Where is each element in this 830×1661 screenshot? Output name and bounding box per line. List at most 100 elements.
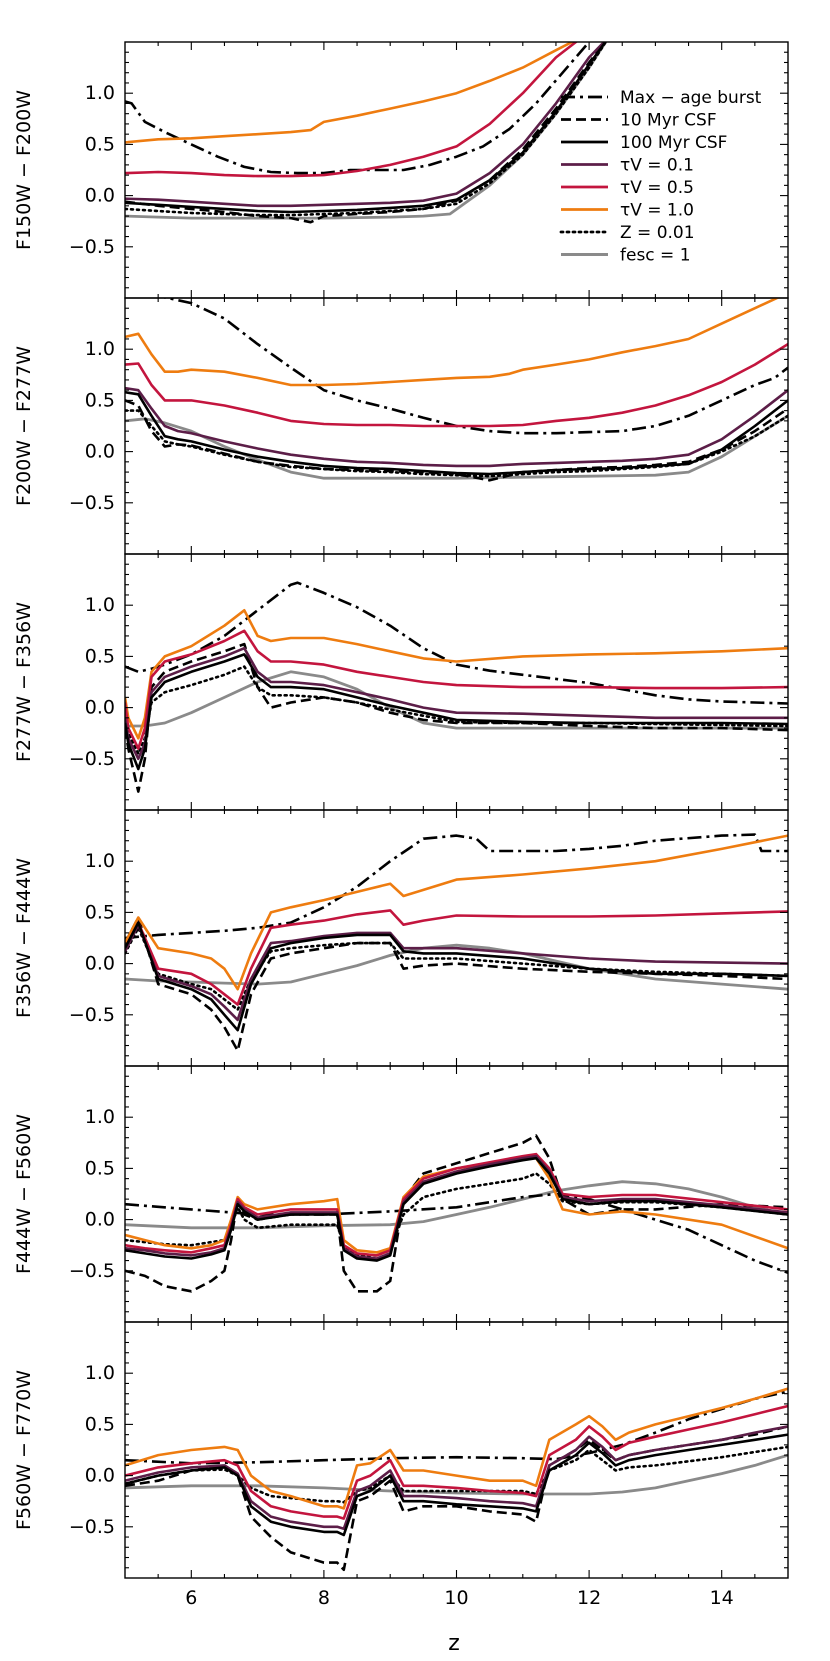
line-burst-panel-6 <box>125 1390 788 1465</box>
y-tick-label: 1.0 <box>85 850 115 872</box>
legend-label-fesc: fesc = 1 <box>620 246 691 266</box>
panel-3-series <box>125 581 788 793</box>
line-csf10-panel-1 <box>125 42 607 224</box>
y-tick-label: 0.0 <box>85 185 115 207</box>
y-tick-label: −0.5 <box>69 1260 115 1282</box>
line-burst-panel-1 <box>125 42 591 175</box>
panel-6-series <box>125 1387 788 1572</box>
y-tick-label: −0.5 <box>69 748 115 770</box>
line-tau05-panel-1 <box>125 42 579 178</box>
line-tau05-panel-6 <box>125 1404 788 1520</box>
y-tick-label: 1.0 <box>85 1106 115 1128</box>
line-tau01-panel-6 <box>125 1425 788 1531</box>
line-csf100-panel-4 <box>125 921 788 1032</box>
y-tick-label: 1.0 <box>85 338 115 360</box>
line-csf100-panel-1 <box>125 42 607 214</box>
line-tau05-panel-4 <box>125 909 788 1006</box>
panel-5-series <box>125 1134 788 1293</box>
y-tick-label: 0.5 <box>85 1413 115 1435</box>
y-tick-label: 0.5 <box>85 901 115 923</box>
legend-label-csf10: 10 Myr CSF <box>620 111 717 131</box>
panel-3-frame <box>124 553 789 811</box>
y-tick-label: 1.0 <box>85 594 115 616</box>
y-axis-label-panel-1: F150W − F200W <box>13 90 35 250</box>
panels: −0.5 0.0 0.5 1.0 F150W − F200W Max − age burs… <box>13 41 789 1609</box>
line-tau01-panel-2 <box>125 386 788 468</box>
y-tick-label: −0.5 <box>69 492 115 514</box>
y-tick-label: 0.5 <box>85 645 115 667</box>
legend-label-tau05: τV = 0.5 <box>620 178 694 198</box>
y-tick-label: 0.5 <box>85 1157 115 1179</box>
line-z001-panel-1 <box>125 42 608 217</box>
line-csf100-panel-2 <box>125 390 788 476</box>
y-tick-label: −0.5 <box>69 1004 115 1026</box>
y-tick-label: −0.5 <box>69 1516 115 1538</box>
line-tau01-panel-5 <box>125 1154 788 1260</box>
panel-4-series <box>125 833 788 1052</box>
line-csf100-panel-6 <box>125 1433 788 1537</box>
panel-1-series <box>125 42 608 224</box>
y-tick-label: −0.5 <box>69 236 115 258</box>
y-tick-label: 0.5 <box>85 389 115 411</box>
y-tick-label: 1.0 <box>85 82 115 104</box>
line-fesc-panel-6 <box>125 1453 788 1496</box>
line-csf10-panel-5 <box>125 1134 788 1293</box>
line-tau10-panel-6 <box>125 1387 788 1510</box>
line-tau10-panel-5 <box>125 1156 788 1254</box>
line-z001-panel-4 <box>125 926 788 1012</box>
legend-label-tau01: τV = 0.1 <box>620 156 694 176</box>
panel-2: −0.5 0.0 0.5 1.0 F200W − F277W <box>13 297 789 555</box>
x-tick-label: 12 <box>577 1587 601 1609</box>
panel-2-series <box>125 298 788 482</box>
legend-label-z001: Z = 0.01 <box>620 223 695 243</box>
line-burst-panel-4 <box>125 833 788 940</box>
line-fesc-panel-3 <box>125 670 788 730</box>
line-fesc-panel-5 <box>125 1180 788 1230</box>
y-tick-label: 0.0 <box>85 441 115 463</box>
panel-5-frame <box>124 1065 789 1323</box>
y-tick-label: 0.5 <box>85 133 115 155</box>
x-axis-label: z <box>448 1631 460 1656</box>
y-axis-label-panel-2: F200W − F277W <box>13 346 35 506</box>
y-axis-label-panel-6: F560W − F770W <box>13 1370 35 1530</box>
line-fesc-panel-2 <box>125 414 788 480</box>
line-z001-panel-6 <box>125 1445 788 1504</box>
y-tick-label: 0.0 <box>85 1465 115 1487</box>
x-tick-label: 14 <box>710 1587 734 1609</box>
panel-5: −0.5 0.0 0.5 1.0 F444W − F560W <box>13 1065 789 1323</box>
line-tau05-panel-3 <box>125 629 788 750</box>
line-csf10-panel-4 <box>125 916 788 1052</box>
line-tau05-panel-2 <box>125 342 788 428</box>
line-csf100-panel-3 <box>125 653 788 771</box>
panel-6: −0.5 0.0 0.5 1.0 F560W − F770W 6 8 10 12 14 <box>13 1321 789 1609</box>
line-csf100-panel-5 <box>125 1156 788 1262</box>
line-burst-panel-2 <box>161 298 788 435</box>
panel-4: −0.5 0.0 0.5 1.0 F356W − F444W <box>13 809 789 1067</box>
x-tick-label: 8 <box>318 1587 330 1609</box>
x-tick-label: 6 <box>185 1587 197 1609</box>
line-tau10-panel-2 <box>125 298 781 387</box>
y-axis-label-panel-3: F277W − F356W <box>13 602 35 762</box>
line-tau01-panel-1 <box>125 42 606 208</box>
panel-1: −0.5 0.0 0.5 1.0 F150W − F200W Max − age burs… <box>13 41 789 299</box>
y-tick-label: 1.0 <box>85 1362 115 1384</box>
line-csf10-panel-3 <box>125 642 788 793</box>
x-tick-label: 10 <box>444 1587 468 1609</box>
y-tick-label: 0.0 <box>85 1209 115 1231</box>
line-tau10-panel-1 <box>125 42 575 144</box>
line-tau10-panel-4 <box>125 834 788 991</box>
legend-label-csf100: 100 Myr CSF <box>620 133 727 153</box>
line-tau05-panel-5 <box>125 1152 788 1257</box>
legend-label-burst: Max − age burst <box>620 88 762 108</box>
line-tau01-panel-4 <box>125 923 788 1022</box>
legend-label-tau10: τV = 1.0 <box>620 201 694 221</box>
line-z001-panel-3 <box>125 665 788 756</box>
panel-3: −0.5 0.0 0.5 1.0 F277W − F356W <box>13 553 789 811</box>
y-tick-label: 0.0 <box>85 953 115 975</box>
y-axis-label-panel-5: F444W − F560W <box>13 1114 35 1274</box>
y-tick-label: 0.0 <box>85 697 115 719</box>
y-axis-label-panel-4: F356W − F444W <box>13 858 35 1018</box>
line-csf10-panel-6 <box>125 1425 788 1572</box>
